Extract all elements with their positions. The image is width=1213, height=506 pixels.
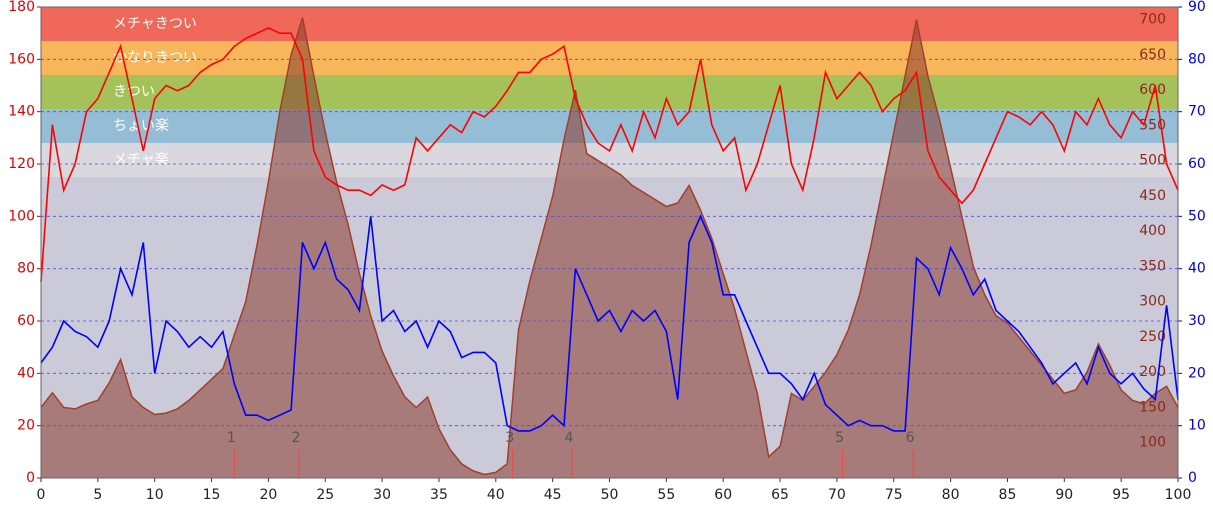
zone-band [41,7,1178,42]
y2-tick-label: 80 [1188,51,1206,67]
zone-label: メチャ楽 [113,152,169,168]
y3-tick-label: 300 [1139,294,1166,310]
y3-tick-label: 550 [1139,117,1166,133]
y3-tick-label: 100 [1139,435,1166,451]
y-tick-label: 40 [17,365,35,381]
y-tick-label: 160 [8,51,35,67]
y-tick-label: 120 [8,156,35,172]
x-tick-label: 30 [373,487,391,503]
x-tick-label: 80 [942,487,960,503]
y3-tick-label: 200 [1139,364,1166,380]
y-tick-label: 60 [17,313,35,329]
y-tick-label: 20 [17,418,35,434]
y3-tick-label: 150 [1139,399,1166,415]
y2-tick-label: 50 [1188,208,1206,224]
y-tick-label: 180 [8,0,35,15]
zone-label: メチャきつい [113,16,197,32]
y3-tick-label: 400 [1139,223,1166,239]
y2-tick-label: 40 [1188,261,1206,277]
zone-band [41,75,1178,110]
x-tick-label: 55 [657,487,675,503]
y3-tick-label: 250 [1139,329,1166,345]
y3-tick-label: 500 [1139,153,1166,169]
zone-band [41,109,1178,144]
y3-tick-label: 600 [1139,82,1166,98]
x-tick-label: 40 [487,487,505,503]
y-tick-label: 140 [8,104,35,120]
y-tick-label: 100 [8,208,35,224]
zone-band [41,41,1178,76]
series-line [40,214,1179,432]
x-tick-label: 75 [885,487,903,503]
lap-label: 3 [505,430,514,446]
y-tick-label: 80 [17,261,35,277]
x-tick-label: 15 [203,487,221,503]
zone-label: ちょい楽 [113,118,169,134]
x-tick-label: 45 [544,487,562,503]
x-tick-label: 60 [714,487,732,503]
plot-frame [40,6,1179,479]
y2-tick-label: 90 [1188,0,1206,15]
x-tick-label: 70 [828,487,846,503]
lap-label: 6 [906,430,915,446]
x-tick-label: 20 [259,487,277,503]
zone-label: きつい [113,84,155,100]
y2-tick-label: 70 [1188,104,1206,120]
y2-tick-label: 30 [1188,313,1206,329]
x-tick-label: 35 [430,487,448,503]
x-tick-label: 65 [771,487,789,503]
x-tick-label: 10 [146,487,164,503]
elevation-line [40,17,1179,476]
y2-tick-label: 20 [1188,365,1206,381]
x-tick-label: 50 [601,487,619,503]
y2-tick-label: 10 [1188,418,1206,434]
y3-tick-label: 650 [1139,47,1166,63]
x-tick-label: 85 [999,487,1017,503]
zone-label: かなりきつい [113,50,197,66]
x-tick-label: 25 [316,487,334,503]
lap-label: 1 [227,430,236,446]
x-tick-label: 100 [1165,487,1192,503]
lap-label: 2 [292,430,301,446]
y3-tick-label: 450 [1139,188,1166,204]
x-tick-label: 95 [1112,487,1130,503]
lap-label: 5 [835,430,844,446]
y2-tick-label: 0 [1188,470,1197,486]
y3-tick-label: 350 [1139,258,1166,274]
x-tick-label: 0 [37,487,46,503]
y-tick-label: 0 [26,470,35,486]
x-tick-label: 90 [1055,487,1073,503]
y2-tick-label: 60 [1188,156,1206,172]
x-tick-label: 5 [93,487,102,503]
lap-label: 4 [565,430,574,446]
y3-tick-label: 700 [1139,12,1166,28]
series-line [40,27,1179,282]
